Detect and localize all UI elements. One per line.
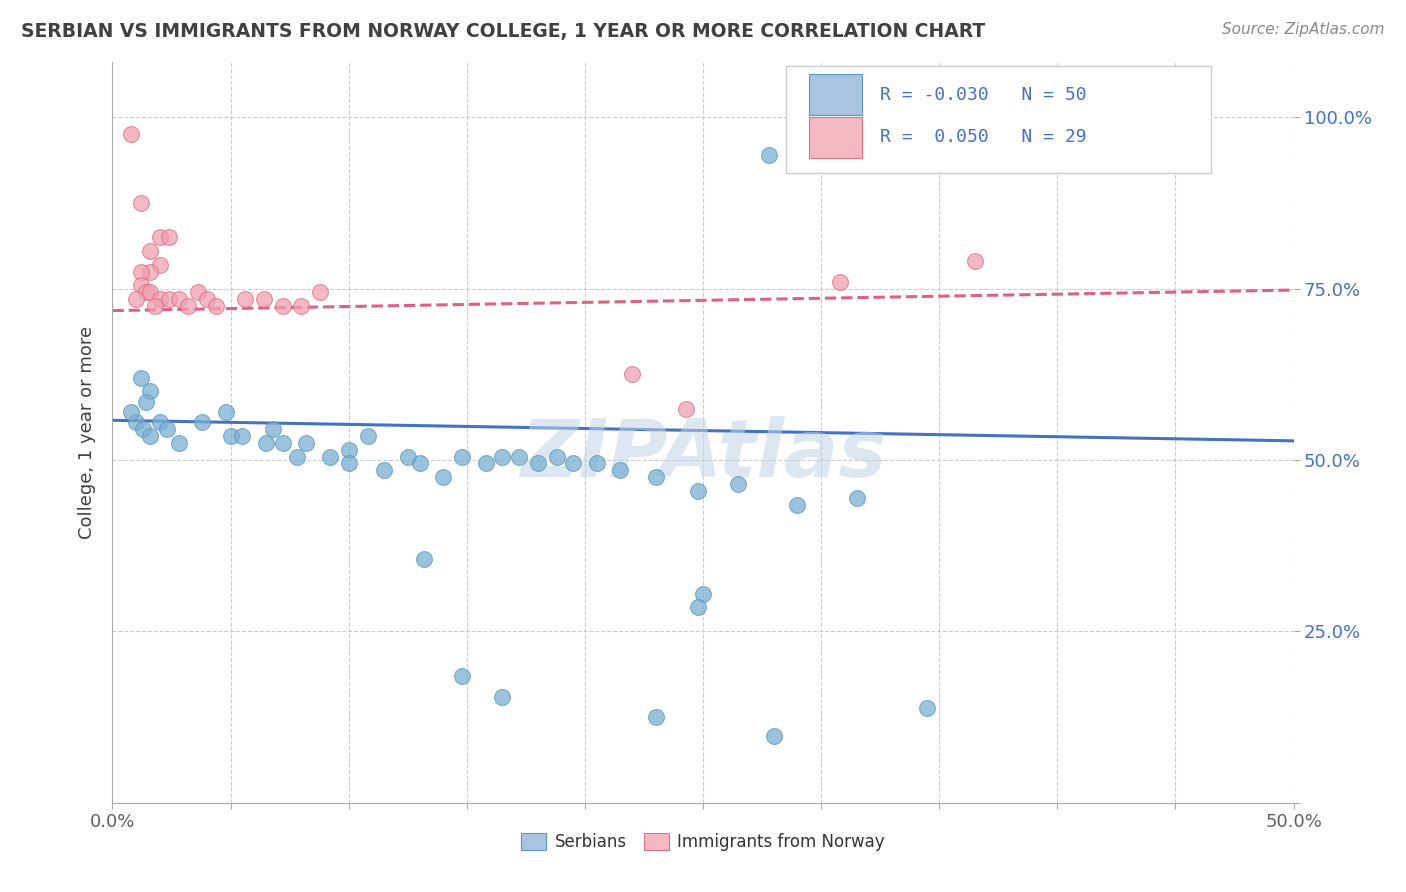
- Point: [491, 450, 513, 464]
- Point: [231, 429, 253, 443]
- Point: [337, 457, 360, 471]
- Point: [546, 450, 568, 464]
- Point: [644, 710, 666, 724]
- Point: [786, 498, 808, 512]
- Point: [139, 429, 162, 443]
- Point: [562, 457, 585, 471]
- Point: [337, 442, 360, 457]
- Point: [451, 450, 474, 464]
- Point: [262, 422, 284, 436]
- Point: [186, 285, 208, 299]
- Point: [205, 299, 228, 313]
- Legend: Serbians, Immigrants from Norway: Serbians, Immigrants from Norway: [515, 826, 891, 857]
- Point: [139, 285, 162, 299]
- Point: [219, 429, 242, 443]
- Point: [585, 457, 607, 471]
- Point: [195, 292, 218, 306]
- Text: Source: ZipAtlas.com: Source: ZipAtlas.com: [1222, 22, 1385, 37]
- Point: [215, 405, 238, 419]
- Point: [271, 436, 294, 450]
- Point: [917, 701, 939, 715]
- Point: [129, 278, 152, 293]
- Point: [526, 457, 548, 471]
- Point: [309, 285, 332, 299]
- Point: [149, 415, 172, 429]
- Point: [688, 483, 710, 498]
- Point: [408, 457, 430, 471]
- Point: [474, 457, 496, 471]
- Point: [491, 690, 513, 704]
- Text: ZIPAtlas: ZIPAtlas: [520, 416, 886, 494]
- Point: [845, 491, 868, 505]
- Point: [157, 292, 180, 306]
- Point: [143, 299, 166, 313]
- Point: [621, 368, 644, 382]
- Point: [191, 415, 214, 429]
- Point: [644, 470, 666, 484]
- Point: [120, 128, 142, 142]
- Point: [253, 292, 276, 306]
- Point: [125, 415, 148, 429]
- Point: [156, 422, 179, 436]
- Point: [125, 292, 148, 306]
- Text: R =  0.050   N = 29: R = 0.050 N = 29: [880, 128, 1087, 146]
- Point: [167, 436, 190, 450]
- Point: [285, 450, 308, 464]
- Point: [609, 463, 631, 477]
- Point: [508, 450, 530, 464]
- Text: R = -0.030   N = 50: R = -0.030 N = 50: [880, 86, 1087, 103]
- Point: [963, 254, 986, 268]
- Point: [413, 552, 436, 566]
- Point: [675, 401, 697, 416]
- Point: [758, 148, 780, 162]
- Point: [129, 264, 152, 278]
- Point: [762, 729, 785, 743]
- Point: [373, 463, 395, 477]
- Point: [135, 394, 157, 409]
- Point: [290, 299, 312, 313]
- Point: [688, 600, 710, 615]
- Point: [319, 450, 342, 464]
- Point: [727, 477, 749, 491]
- Point: [451, 669, 474, 683]
- Text: SERBIAN VS IMMIGRANTS FROM NORWAY COLLEGE, 1 YEAR OR MORE CORRELATION CHART: SERBIAN VS IMMIGRANTS FROM NORWAY COLLEG…: [21, 22, 986, 41]
- Point: [120, 405, 142, 419]
- Point: [149, 292, 172, 306]
- Point: [139, 264, 162, 278]
- Point: [132, 422, 155, 436]
- Bar: [810, 117, 862, 158]
- Point: [149, 258, 172, 272]
- Point: [139, 244, 162, 258]
- Point: [295, 436, 318, 450]
- Point: [149, 230, 172, 244]
- Bar: [810, 74, 862, 115]
- Point: [396, 450, 419, 464]
- Point: [129, 371, 152, 385]
- Point: [271, 299, 294, 313]
- Point: [177, 299, 200, 313]
- Point: [139, 384, 162, 399]
- Point: [129, 196, 152, 211]
- Point: [135, 285, 157, 299]
- Point: [233, 292, 256, 306]
- Point: [828, 275, 851, 289]
- Y-axis label: College, 1 year or more: College, 1 year or more: [77, 326, 96, 539]
- Point: [254, 436, 277, 450]
- FancyBboxPatch shape: [786, 66, 1211, 173]
- Point: [157, 230, 180, 244]
- Point: [432, 470, 454, 484]
- Point: [692, 587, 714, 601]
- Point: [167, 292, 190, 306]
- Point: [356, 429, 378, 443]
